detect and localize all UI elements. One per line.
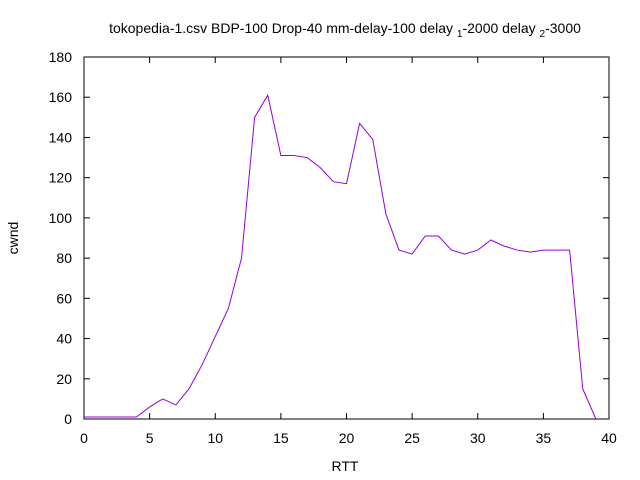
x-tick-label: 30 bbox=[470, 430, 486, 446]
y-tick-label: 0 bbox=[64, 411, 72, 427]
plot-frame bbox=[83, 56, 610, 420]
y-tick-label: 60 bbox=[56, 290, 72, 306]
title-text: tokopedia-1.csv BDP-100 Drop-40 mm-delay… bbox=[109, 20, 457, 36]
x-axis-label: RTT bbox=[332, 458, 359, 474]
y-tick-label: 180 bbox=[49, 49, 73, 65]
x-tick-label: 40 bbox=[601, 430, 617, 446]
axis-ticks: 0 5 10 15 20 25 30 35 40 0 20 40 60 80 100 120 140 160 180 bbox=[49, 49, 617, 446]
x-tick-label: 10 bbox=[207, 430, 223, 446]
chart-title: tokopedia-1.csv BDP-100 Drop-40 mm-delay… bbox=[109, 20, 581, 40]
y-tick-label: 140 bbox=[49, 129, 73, 145]
y-tick-label: 20 bbox=[56, 371, 72, 387]
x-tick-label: 25 bbox=[404, 430, 420, 446]
title-subscript: 1 bbox=[457, 29, 463, 40]
series-line bbox=[84, 93, 597, 420]
x-tick-label: 0 bbox=[80, 430, 88, 446]
y-tick-label: 40 bbox=[56, 331, 72, 347]
x-tick-label: 35 bbox=[536, 430, 552, 446]
y-tick-label: 120 bbox=[49, 170, 73, 186]
title-subscript: 2 bbox=[540, 29, 546, 40]
series-group bbox=[84, 93, 597, 420]
title-text: -3000 bbox=[545, 20, 581, 36]
title-text: -2000 delay bbox=[462, 20, 539, 36]
y-tick-label: 80 bbox=[56, 250, 72, 266]
x-tick-label: 20 bbox=[339, 430, 355, 446]
y-tick-label: 100 bbox=[49, 210, 73, 226]
x-tick-label: 15 bbox=[273, 430, 289, 446]
y-axis-label: cwnd bbox=[5, 222, 21, 255]
y-tick-label: 160 bbox=[49, 89, 73, 105]
x-tick-label: 5 bbox=[146, 430, 154, 446]
